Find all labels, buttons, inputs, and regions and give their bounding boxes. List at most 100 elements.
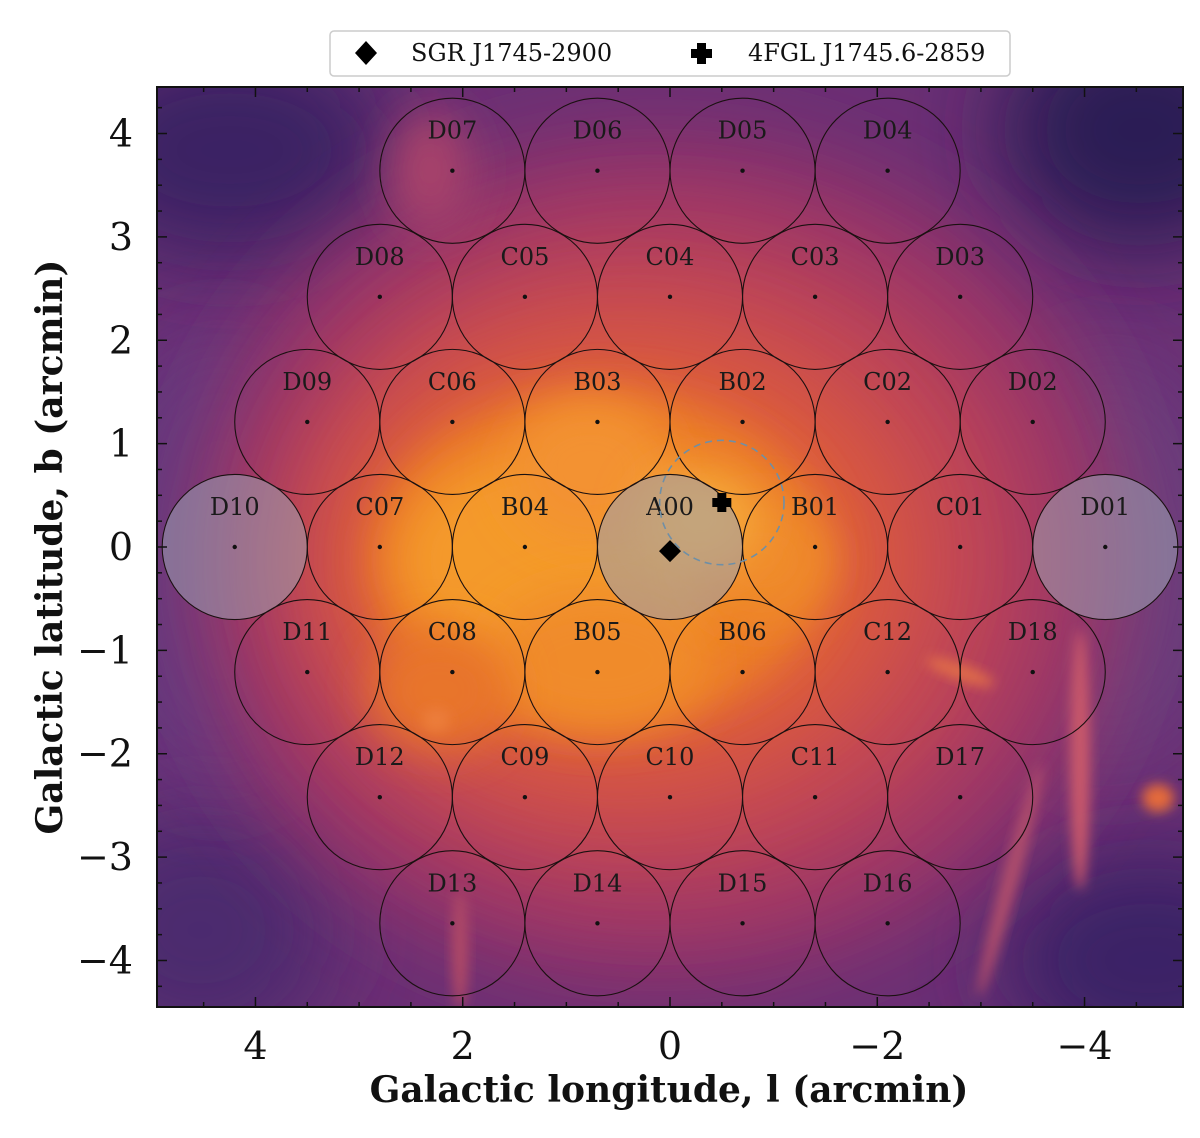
beam-label: A00	[645, 493, 694, 521]
x-tick-label: 0	[658, 1024, 682, 1068]
beam-center-dot	[957, 794, 963, 800]
beam-center-dot	[957, 294, 963, 300]
beam-label: D13	[427, 869, 477, 897]
beam-label: B04	[501, 493, 549, 521]
beam-label: D12	[355, 743, 405, 771]
beam-d16: D16	[814, 850, 961, 997]
y-tick-label: −2	[77, 732, 133, 776]
beam-label: B02	[718, 368, 766, 396]
beam-center-dot	[450, 669, 455, 675]
beam-center-dot	[595, 921, 600, 926]
beam-center-dot	[812, 294, 818, 300]
beam-center-dot	[740, 419, 745, 425]
beam-circle	[234, 348, 381, 496]
beam-label: D11	[282, 618, 332, 646]
x-tick-label: −4	[1057, 1024, 1113, 1068]
beam-label: C03	[791, 243, 840, 271]
beam-d03: D03	[887, 223, 1034, 370]
beam-d10: D10	[161, 473, 308, 621]
beam-c04: C04	[596, 223, 744, 370]
beam-center-dot	[377, 294, 383, 300]
beam-label: D15	[718, 869, 768, 897]
beam-label: C02	[863, 368, 912, 396]
beam-center-dot	[1103, 544, 1108, 550]
x-axis-title: Galactic longitude, l (arcmin)	[370, 1069, 969, 1111]
beam-center-dot	[812, 794, 818, 800]
beam-center-dot	[1030, 669, 1035, 675]
beam-d17: D17	[887, 724, 1034, 871]
legend: SGR J1745-2900 4FGL J1745.6-2859	[329, 30, 1011, 77]
beam-circle	[887, 223, 1034, 370]
beam-center-dot	[885, 921, 890, 926]
beam-center-dot	[450, 921, 455, 926]
legend-box	[329, 30, 1011, 77]
beam-center-dot	[522, 544, 528, 550]
beam-c05: C05	[451, 223, 599, 370]
beam-label: C04	[646, 243, 695, 271]
beam-label: D07	[427, 117, 477, 145]
beam-circle	[234, 598, 381, 746]
legend-diamond-icon	[355, 41, 377, 65]
beam-c11: C11	[741, 724, 889, 871]
source-marker-diamond	[659, 540, 681, 563]
beam-label: C01	[936, 493, 985, 521]
y-axis-title: Galactic latitude, b (arcmin)	[29, 260, 71, 835]
beam-d05: D05	[669, 97, 816, 244]
beam-d02: D02	[959, 348, 1106, 496]
beam-label: B06	[718, 618, 766, 646]
beam-center-dot	[667, 294, 673, 300]
beam-label: D06	[573, 117, 623, 145]
beam-center-dot	[595, 168, 600, 173]
beam-label: C10	[646, 743, 695, 771]
beam-center-dot	[595, 419, 600, 425]
y-tick-label: 0	[109, 525, 133, 569]
beam-center-dot	[740, 921, 745, 926]
beam-d09: D09	[234, 348, 381, 496]
beam-label: D17	[935, 743, 985, 771]
beam-c06: C06	[379, 348, 526, 496]
beam-label: B01	[791, 493, 839, 521]
beam-center-dot	[522, 294, 528, 300]
beam-circle	[814, 850, 961, 997]
beam-label: B03	[573, 368, 621, 396]
y-tick-label: 4	[109, 112, 133, 156]
beam-center-dot	[450, 168, 455, 173]
beam-circle	[959, 598, 1106, 746]
beam-label: D08	[355, 243, 405, 271]
beam-label: C11	[791, 743, 840, 771]
beam-circle	[887, 724, 1034, 871]
beam-center-dot	[305, 419, 310, 425]
beam-center-dot	[885, 168, 890, 173]
y-tick-label: −1	[77, 628, 133, 672]
beam-label: C06	[428, 368, 477, 396]
beam-c10: C10	[596, 724, 744, 871]
beam-center-dot	[232, 544, 237, 550]
beam-circle	[379, 97, 526, 244]
beam-label: D05	[718, 117, 768, 145]
y-tick-label: −4	[77, 938, 133, 982]
beam-center-dot	[740, 669, 745, 675]
beam-label: C08	[428, 618, 477, 646]
beam-center-dot	[957, 544, 963, 550]
beam-c12: C12	[814, 598, 961, 746]
beam-center-dot	[740, 168, 745, 173]
y-tick-label: 1	[109, 422, 133, 466]
beam-d08: D08	[306, 223, 453, 370]
beam-label: D04	[863, 117, 913, 145]
x-tick-label: 4	[243, 1024, 267, 1068]
beam-label: D01	[1080, 493, 1130, 521]
beam-c02: C02	[814, 348, 961, 496]
x-tick-label: −2	[849, 1024, 905, 1068]
source-layer	[658, 439, 785, 566]
beam-d18: D18	[959, 598, 1106, 746]
beam-label: C05	[500, 243, 549, 271]
beam-label: D16	[863, 869, 913, 897]
beam-label: D02	[1008, 368, 1058, 396]
beam-label: D14	[573, 869, 623, 897]
legend-label-sgr: SGR J1745-2900	[411, 39, 612, 67]
beam-label: D10	[210, 493, 260, 521]
beam-center-dot	[522, 794, 528, 800]
beam-center-dot	[450, 419, 455, 425]
beam-d12: D12	[306, 724, 453, 871]
